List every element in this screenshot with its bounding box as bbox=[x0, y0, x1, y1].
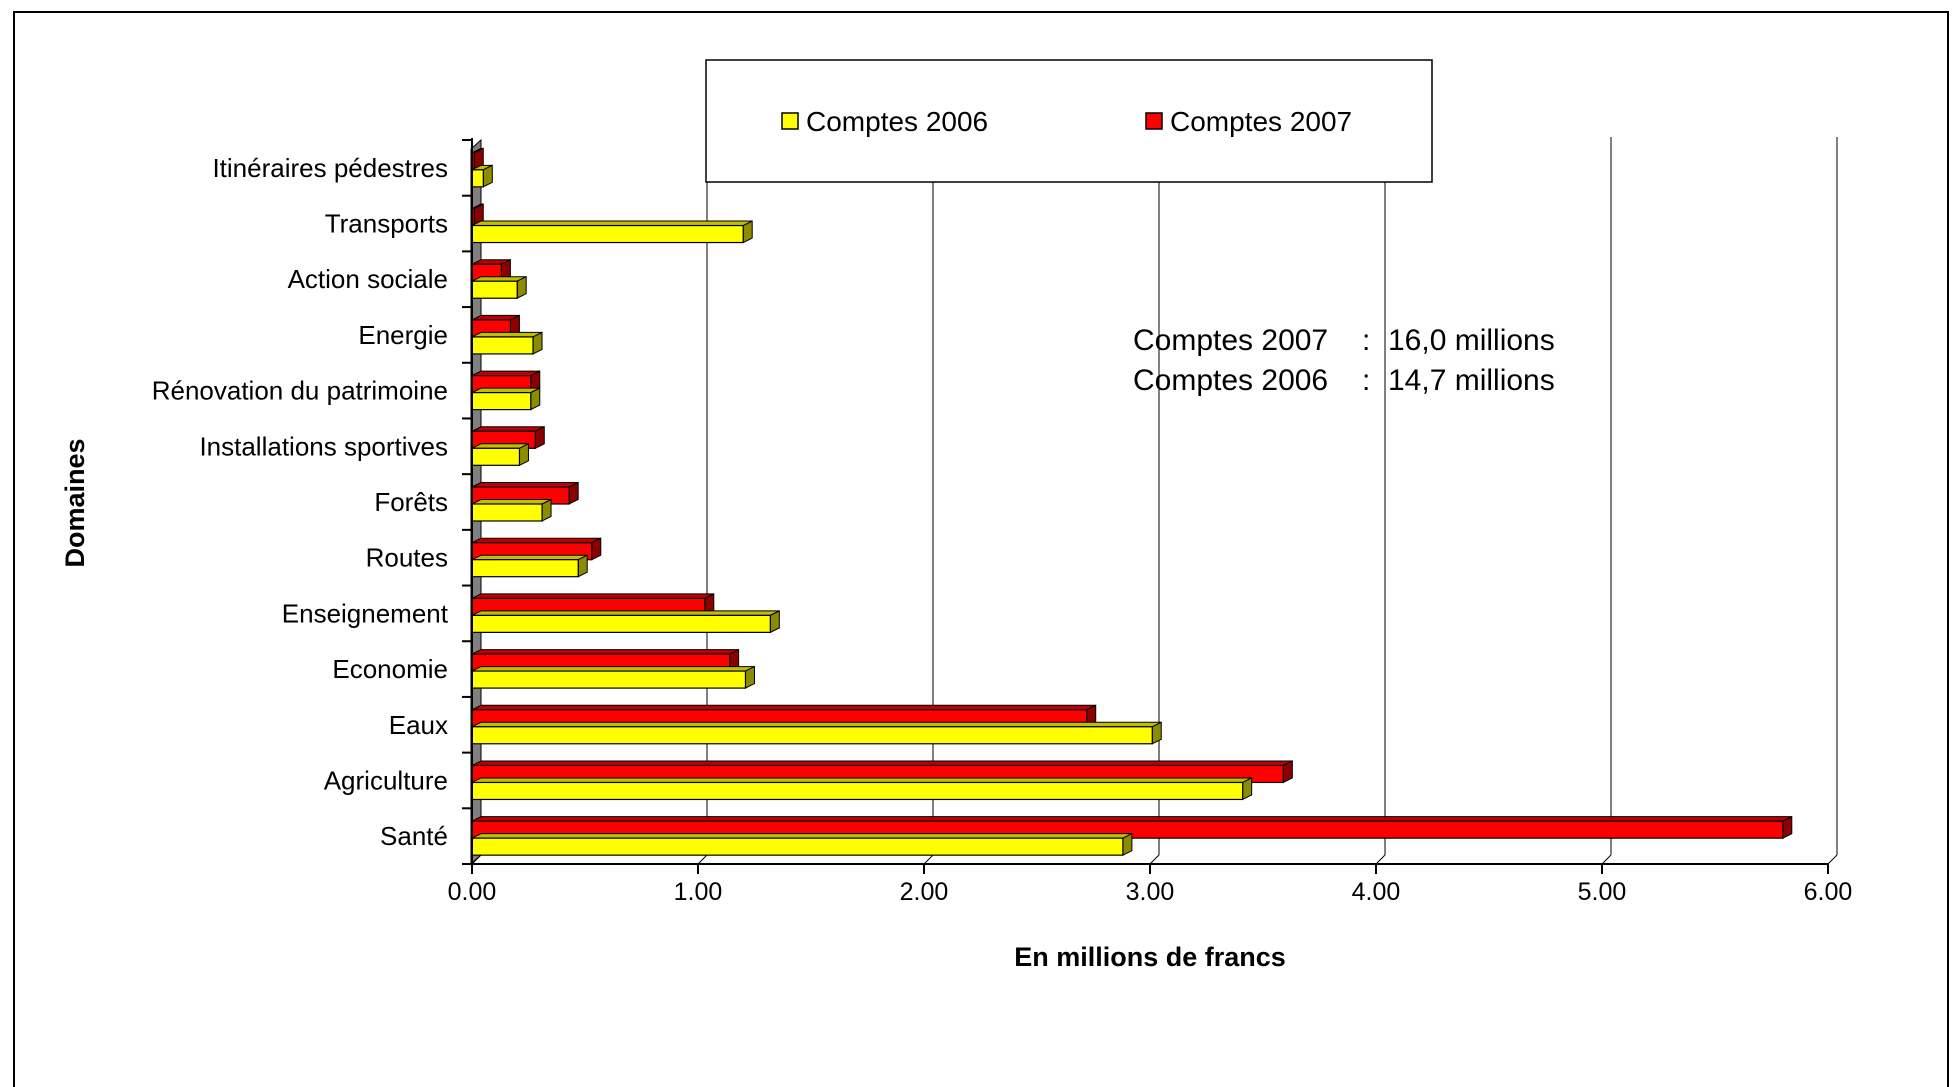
x-tick-depth bbox=[1601, 854, 1612, 865]
category-label: Rénovation du patrimoine bbox=[152, 376, 448, 406]
bar-front-face bbox=[471, 781, 1244, 801]
legend-swatch-2006 bbox=[781, 112, 799, 130]
bar-top-face bbox=[471, 777, 1252, 783]
bar-2006 bbox=[471, 275, 527, 300]
bar-2006 bbox=[471, 331, 543, 355]
annotation-sep-2007: : bbox=[1362, 324, 1370, 357]
bar-top-face bbox=[471, 666, 755, 672]
category-label: Action sociale bbox=[288, 264, 448, 294]
bar-2006 bbox=[471, 387, 541, 411]
bar-2006 bbox=[471, 832, 1133, 856]
x-tick-label: 4.00 bbox=[1352, 878, 1401, 906]
bar-front-face bbox=[471, 280, 518, 299]
annotation-value-2006: 14,7 millions bbox=[1388, 364, 1555, 397]
bar-top-face bbox=[471, 816, 1793, 822]
x-tick-depth bbox=[1827, 854, 1838, 865]
bar-front-face bbox=[471, 837, 1124, 856]
category-label: Installations sportives bbox=[199, 431, 448, 461]
x-tick-label: 2.00 bbox=[900, 878, 949, 906]
bar-2006 bbox=[471, 220, 753, 244]
bar-front-face bbox=[471, 670, 747, 689]
bar-top-face bbox=[471, 833, 1133, 839]
annotation-value-2007: 16,0 millions bbox=[1388, 324, 1555, 357]
legend: Comptes 2006 Comptes 2007 bbox=[705, 59, 1433, 183]
category-label: Routes bbox=[366, 543, 448, 573]
bar-2006 bbox=[471, 777, 1253, 801]
category-label: Santé bbox=[380, 821, 448, 851]
x-tick-label: 0.00 bbox=[448, 878, 497, 906]
annotation-sep-2006: : bbox=[1362, 364, 1370, 397]
category-label: Agriculture bbox=[324, 765, 448, 795]
bar-top-face bbox=[471, 649, 739, 655]
totals-annotation: Comptes 2007 : 16,0 millions Comptes 200… bbox=[1133, 324, 1555, 397]
bar-top-face bbox=[471, 537, 602, 544]
x-axis-title: En millions de francs bbox=[1014, 942, 1286, 972]
category-label: Eaux bbox=[389, 710, 448, 740]
labels: Itinéraires pédestres Transports Action so… bbox=[152, 153, 1853, 906]
x-tick-label: 1.00 bbox=[674, 878, 723, 906]
bar-top-face bbox=[471, 387, 540, 394]
bar-2007 bbox=[471, 147, 484, 171]
x-tick-depth bbox=[471, 854, 482, 865]
bar-front-face bbox=[471, 559, 579, 578]
x-tick-label: 3.00 bbox=[1126, 878, 1175, 906]
chart-frame bbox=[13, 11, 1949, 1087]
bar-2006 bbox=[471, 665, 755, 689]
category-label: Itinéraires pédestres bbox=[212, 153, 448, 183]
bar-top-face bbox=[471, 331, 543, 338]
bar-top-face bbox=[471, 593, 715, 599]
annotation-label-2007: Comptes 2007 bbox=[1133, 324, 1328, 357]
bar-top-face bbox=[471, 721, 1162, 728]
bar-2006 bbox=[471, 498, 552, 522]
annotation-label-2006: Comptes 2006 bbox=[1133, 364, 1328, 397]
bar-top-face bbox=[471, 426, 545, 432]
bar-front-face bbox=[471, 614, 771, 633]
category-label: Energie bbox=[358, 320, 448, 350]
bar-top-face bbox=[471, 482, 579, 488]
bar-2006 bbox=[471, 442, 529, 467]
x-tick-depth bbox=[1149, 854, 1160, 865]
x-tick-label: 5.00 bbox=[1578, 878, 1627, 906]
bar-front-face bbox=[471, 726, 1153, 745]
bar-front-face bbox=[471, 169, 484, 188]
legend-label-2006: Comptes 2006 bbox=[806, 106, 988, 137]
bar-front-face bbox=[471, 392, 532, 411]
legend-label-2007: Comptes 2007 bbox=[1170, 106, 1352, 137]
legend-box bbox=[705, 59, 1433, 183]
y-axis-title: Domaines bbox=[60, 438, 90, 567]
bar-2006 bbox=[471, 164, 493, 188]
bar-top-face bbox=[471, 704, 1096, 711]
x-tick-depth bbox=[923, 854, 934, 865]
bars bbox=[471, 147, 1793, 856]
category-label: Economie bbox=[332, 654, 448, 684]
bar-2006 bbox=[471, 610, 780, 634]
category-label: Forêts bbox=[374, 487, 448, 517]
bar-2006 bbox=[471, 721, 1162, 745]
bar-top-face bbox=[471, 499, 552, 505]
bar-front-face bbox=[471, 447, 521, 466]
axes bbox=[462, 138, 1838, 874]
bar-front-face bbox=[471, 336, 534, 355]
x-tick-depth bbox=[1375, 854, 1386, 865]
x-tick-depth bbox=[697, 854, 708, 865]
category-label: Transports bbox=[325, 209, 448, 239]
bar-front-face bbox=[471, 224, 744, 244]
bar-top-face bbox=[471, 610, 780, 616]
category-label: Enseignement bbox=[282, 598, 449, 628]
x-tick-label: 6.00 bbox=[1804, 878, 1853, 906]
bar-top-face bbox=[471, 370, 540, 377]
bar-2006 bbox=[471, 554, 588, 578]
gridlines bbox=[706, 137, 1838, 855]
bar-top-face bbox=[471, 220, 753, 227]
bar-top-face bbox=[471, 760, 1293, 766]
bar-front-face bbox=[471, 503, 543, 522]
legend-swatch-2007 bbox=[1145, 112, 1163, 130]
bar-top-face bbox=[471, 554, 588, 561]
